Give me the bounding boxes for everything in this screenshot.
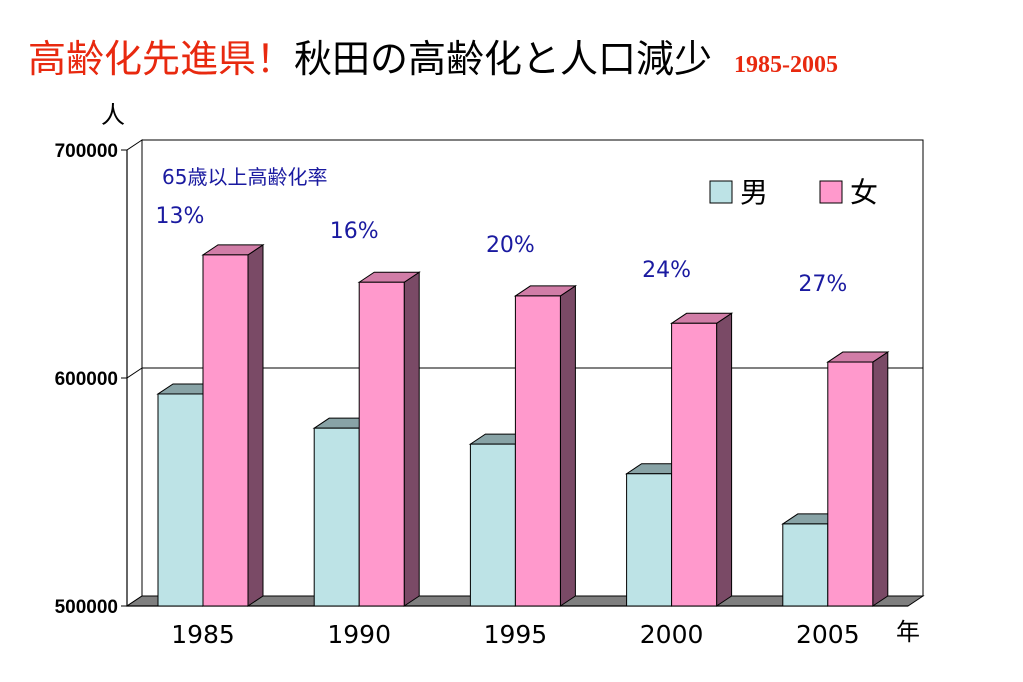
y-tick-label: 500000	[55, 597, 118, 618]
bar-side	[872, 351, 889, 607]
page-title: 高齢化先進県！秋田の高齢化と人口減少 1985-2005	[28, 28, 838, 83]
legend-label: 女	[850, 176, 878, 209]
bar-female	[358, 281, 405, 607]
y-tick-label: 700000	[55, 141, 118, 162]
chart-bars	[156, 243, 890, 607]
gridline-side	[126, 367, 143, 379]
legend-swatch	[819, 180, 843, 204]
bar-male	[626, 473, 673, 607]
rate-label: 16%	[330, 219, 379, 244]
rate-label: 20%	[486, 233, 535, 258]
chart-labels: 1985 13% 1990 16% 1995 20% 2000 24% 2005 27% 65歳以上…	[156, 165, 860, 649]
legend-swatch	[709, 180, 733, 204]
bar-female	[827, 361, 874, 607]
rate-label: 24%	[642, 258, 691, 283]
bar-side	[247, 243, 264, 607]
bar-female	[202, 254, 249, 607]
legend-label: 男	[740, 176, 768, 209]
x-tick-label: 2000	[640, 620, 704, 649]
rate-label: 13%	[156, 204, 205, 229]
title-year-range: 1985-2005	[734, 52, 839, 78]
bar-male	[313, 427, 360, 607]
y-axis-label: 人	[101, 101, 125, 129]
title-main: 秋田の高齢化と人口減少	[294, 37, 713, 81]
bar-female	[514, 295, 561, 607]
x-tick-label: 2005	[796, 620, 860, 649]
bar-male	[782, 523, 829, 607]
bar-female	[671, 322, 718, 607]
title-highlight: 高齢化先進県！	[28, 37, 295, 81]
x-tick-label: 1985	[171, 620, 235, 649]
annotation-label: 65歳以上高齢化率	[162, 165, 327, 189]
x-axis-label: 年	[896, 618, 920, 646]
bar-side	[403, 271, 420, 607]
rate-label: 27%	[798, 272, 847, 297]
chart-legend: 男女	[709, 176, 878, 209]
x-tick-label: 1990	[327, 620, 391, 649]
y-tick-label: 600000	[55, 369, 118, 390]
bar-side	[559, 284, 576, 607]
x-tick-label: 1995	[484, 620, 548, 649]
bar-male	[469, 443, 516, 607]
bar-male	[157, 393, 204, 607]
chart-axes: 500000 600000 700000 人年	[55, 101, 920, 646]
bar-side	[716, 312, 733, 607]
